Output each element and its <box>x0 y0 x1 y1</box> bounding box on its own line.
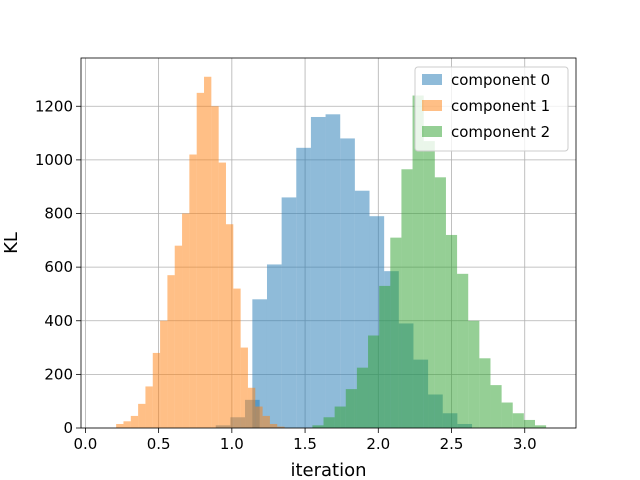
histogram-bar <box>262 415 270 428</box>
y-tick-label: 1200 <box>35 97 73 115</box>
histogram-bar <box>401 169 413 428</box>
histogram-bar <box>490 385 502 428</box>
histogram-bar <box>523 419 535 428</box>
y-axis-ticks: 0 200 400 600 800 1000 1200 <box>35 97 81 437</box>
y-tick-label: 400 <box>44 312 73 330</box>
histogram-bar <box>255 406 263 428</box>
histogram-bar <box>334 406 346 428</box>
legend: component 0 component 1 component 2 <box>414 66 569 152</box>
y-axis-label: KL <box>1 232 22 254</box>
y-tick-label: 800 <box>44 205 73 223</box>
histogram-bar <box>174 245 183 428</box>
x-axis-ticks: 0.0 0.5 1.0 1.5 2.0 2.5 3.0 <box>73 428 537 453</box>
histogram-bar <box>196 92 205 428</box>
legend-box <box>414 66 569 152</box>
histogram-bar <box>247 387 256 428</box>
y-tick-label: 1000 <box>35 151 73 169</box>
histogram-bar <box>310 116 326 428</box>
histogram-bar <box>340 138 355 428</box>
histogram-bar <box>323 417 335 428</box>
histogram-bar <box>211 106 219 429</box>
histogram-bar <box>277 426 285 428</box>
histogram-bar <box>534 425 547 428</box>
x-tick-label: 0.5 <box>147 435 171 453</box>
histogram-bar <box>130 415 139 428</box>
x-tick-label: 1.0 <box>220 435 244 453</box>
histogram-bar <box>123 421 131 428</box>
x-axis-label: iteration <box>290 460 366 480</box>
legend-swatch <box>422 100 442 111</box>
legend-label: component 1 <box>451 97 550 115</box>
histogram-bar <box>167 275 175 428</box>
x-tick-label: 1.5 <box>293 435 317 453</box>
histogram-bar <box>325 114 341 428</box>
histogram-bar <box>368 335 380 428</box>
histogram-bar <box>479 358 491 428</box>
histogram-bar <box>160 320 168 428</box>
histogram-bar <box>252 299 267 428</box>
histogram-bar <box>390 237 402 428</box>
histogram-bar <box>240 347 248 428</box>
histogram-bar <box>116 423 124 428</box>
histogram-bar <box>189 154 197 429</box>
series-1-bars <box>116 76 285 429</box>
histogram-bars <box>116 76 547 429</box>
legend-swatch <box>422 74 442 85</box>
histogram-bar <box>412 95 424 429</box>
x-tick-label: 2.0 <box>366 435 390 453</box>
series-2-bars <box>312 95 547 429</box>
histogram-bar <box>434 177 446 428</box>
histogram-bar <box>152 352 161 428</box>
legend-swatch <box>422 126 442 137</box>
legend-label: component 2 <box>451 123 550 141</box>
plot-frame <box>80 57 577 429</box>
histogram-bar <box>145 386 153 428</box>
y-tick-label: 0 <box>63 419 73 437</box>
y-tick-label: 600 <box>44 258 73 276</box>
histogram-bar <box>379 285 391 428</box>
histogram-bar <box>468 320 480 428</box>
y-tick-label: 200 <box>44 365 73 383</box>
legend-label: component 0 <box>451 71 550 89</box>
histogram-bar <box>512 413 524 428</box>
x-tick-label: 0.0 <box>73 435 97 453</box>
histogram-bar <box>269 423 278 428</box>
histogram-bar <box>204 76 212 428</box>
histogram-bar <box>233 288 241 428</box>
histogram-bar <box>266 264 282 428</box>
histogram-bar <box>296 147 311 428</box>
histogram-bar <box>501 402 513 428</box>
histogram-bar <box>281 197 297 428</box>
x-tick-label: 2.5 <box>440 435 464 453</box>
histogram-bar <box>345 389 357 428</box>
histogram-bar <box>312 425 324 428</box>
histogram-bar <box>445 234 458 428</box>
histogram-bar <box>356 367 369 428</box>
histogram-bar <box>423 141 435 428</box>
x-tick-label: 3.0 <box>513 435 537 453</box>
histogram-bar <box>457 273 469 428</box>
histogram-bar <box>138 403 146 428</box>
histogram-bar <box>225 224 234 428</box>
histogram-bar <box>182 213 190 428</box>
histogram-bar <box>218 162 226 428</box>
